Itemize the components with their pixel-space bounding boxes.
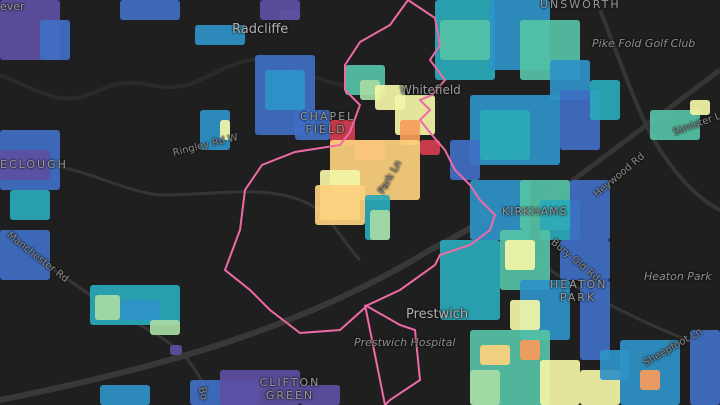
choropleth-area[interactable] <box>220 120 230 140</box>
choropleth-area[interactable] <box>560 240 610 280</box>
choropleth-area[interactable] <box>480 345 510 365</box>
choropleth-area[interactable] <box>120 300 160 320</box>
choropleth-area[interactable] <box>150 320 180 335</box>
choropleth-area[interactable] <box>265 70 305 110</box>
choropleth-area[interactable] <box>570 180 610 240</box>
choropleth-area[interactable] <box>690 100 710 115</box>
label-prestwich-hospital[interactable]: Prestwich Hospital <box>354 336 456 349</box>
label-pike-fold-golf-club[interactable]: Pike Fold Golf Club <box>592 37 696 50</box>
label-ecclough[interactable]: ECLOUGH <box>0 158 68 171</box>
ring-road <box>598 9 720 212</box>
hospital-boundary <box>364 304 422 405</box>
choropleth-area[interactable] <box>420 140 440 155</box>
choropleth-area[interactable] <box>400 120 420 145</box>
label-radcliffe[interactable]: Radcliffe <box>232 22 289 37</box>
choropleth-area[interactable] <box>450 140 480 180</box>
label-bolton-rd-partial[interactable]: Bo <box>195 386 210 401</box>
choropleth-area[interactable] <box>370 210 390 240</box>
choropleth-area[interactable] <box>470 370 500 405</box>
choropleth-area[interactable] <box>480 110 530 160</box>
label-heaton-park[interactable]: Heaton Park <box>644 270 712 283</box>
choropleth-area[interactable] <box>280 10 300 20</box>
choropleth-area[interactable] <box>505 240 535 270</box>
label-unsworth[interactable]: UNSWORTH <box>540 0 621 11</box>
river <box>0 57 381 101</box>
label-kirkhams[interactable]: KIRKHAMS <box>502 205 568 218</box>
choropleth-area[interactable] <box>0 150 50 180</box>
choropleth-area[interactable] <box>170 345 182 355</box>
ward-boundary <box>223 0 497 335</box>
choropleth-area[interactable] <box>40 20 70 60</box>
label-top-left-partial: ever <box>0 0 25 13</box>
label-prestwich[interactable]: Prestwich <box>406 307 469 322</box>
label-whitefield[interactable]: Whitefield <box>400 83 461 97</box>
choropleth-area[interactable] <box>120 0 180 20</box>
choropleth-area[interactable] <box>690 330 720 405</box>
label-chapel-field[interactable]: CHAPEL FIELD <box>300 110 356 136</box>
choropleth-area[interactable] <box>650 110 700 140</box>
choropleth-area[interactable] <box>540 360 580 405</box>
choropleth-area[interactable] <box>510 300 540 330</box>
choropleth-area[interactable] <box>440 240 500 320</box>
choropleth-area[interactable] <box>300 385 340 405</box>
label-clifton-green[interactable]: CLIFTON GREEN <box>259 376 321 402</box>
choropleth-area[interactable] <box>375 85 405 110</box>
choropleth-area[interactable] <box>330 120 355 145</box>
label-heaton-park-area[interactable]: HEATON PARK <box>550 278 608 304</box>
choropleth-area[interactable] <box>440 20 490 60</box>
choropleth-area[interactable] <box>580 280 610 360</box>
choropleth-area[interactable] <box>640 370 660 390</box>
choropleth-area[interactable] <box>10 190 50 220</box>
choropleth-area[interactable] <box>0 230 50 280</box>
choropleth-area[interactable] <box>100 385 150 405</box>
choropleth-area[interactable] <box>195 25 245 45</box>
choropleth-area[interactable] <box>470 180 530 240</box>
choropleth-area[interactable] <box>315 185 365 225</box>
choropleth-area[interactable] <box>295 110 330 140</box>
choropleth-area[interactable] <box>200 110 230 150</box>
choropleth-area[interactable] <box>220 370 300 405</box>
choropleth-area[interactable] <box>95 295 120 320</box>
choropleth-area[interactable] <box>590 80 620 120</box>
choropleth-area[interactable] <box>520 340 540 360</box>
